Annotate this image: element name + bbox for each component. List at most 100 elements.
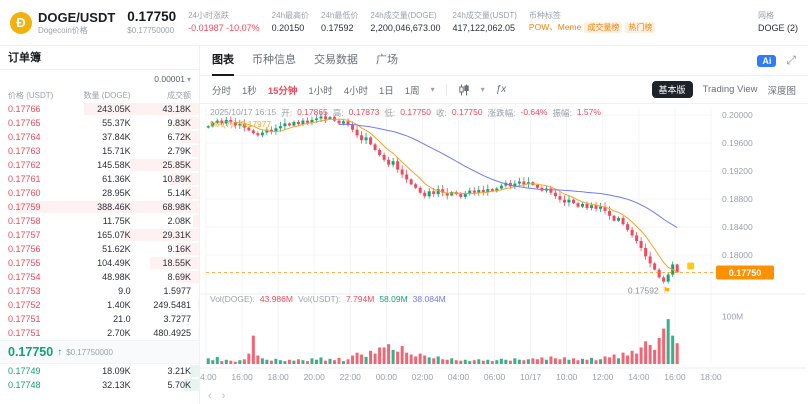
- volume-bar: [576, 360, 580, 364]
- amount-cell: 1.5977: [163, 286, 191, 296]
- candle-style-icon[interactable]: [458, 84, 470, 96]
- order-marker-icon[interactable]: [687, 262, 695, 270]
- candle-body: [423, 192, 427, 197]
- orderbook-row[interactable]: 0.17751 21.0 3.7277: [0, 312, 199, 326]
- volume-bar: [423, 355, 427, 364]
- candle-body: [427, 191, 431, 197]
- orderbook-row[interactable]: 0.17749 18.09K 3.21K: [0, 364, 199, 378]
- volume-bar: [657, 338, 661, 364]
- low-label: 低:: [384, 108, 396, 118]
- volume-bar: [323, 360, 327, 364]
- pair-title: DOGE/USDT: [38, 9, 116, 25]
- orderbook-row[interactable]: 0.17757 165.07K 29.31K: [0, 228, 199, 242]
- scroll-left-button[interactable]: ‹: [208, 390, 212, 402]
- candle-body: [387, 159, 391, 165]
- volume-bar: [229, 360, 233, 364]
- orderbook-row[interactable]: 0.17751 2.70K 480.4925: [0, 326, 199, 340]
- depth-bar: [190, 365, 199, 377]
- orderbook-row[interactable]: 0.17762 145.58K 25.85K: [0, 158, 199, 172]
- tag-link[interactable]: Meme: [557, 22, 582, 33]
- chart-tabs: 图表 币种信息 交易数据 广场 Ai ⤢: [200, 46, 808, 76]
- orderbook-row[interactable]: 0.17766 243.05K 43.18K: [0, 102, 199, 116]
- timeframe-button[interactable]: 15分钟: [267, 85, 298, 97]
- flag-icon[interactable]: ⚑: [663, 286, 671, 296]
- orderbook-row[interactable]: 0.17748 32.13K 5.70K: [0, 378, 199, 392]
- qty-cell: 55.37K: [102, 118, 131, 128]
- x-axis-label: 16:00: [664, 372, 686, 382]
- volume-bar: [414, 356, 418, 364]
- orderbook-row[interactable]: 0.17765 55.37K 9.83K: [0, 116, 199, 130]
- orderbook-row[interactable]: 0.17755 104.49K 18.55K: [0, 256, 199, 270]
- orderbook-row[interactable]: 0.17760 28.95K 5.14K: [0, 186, 199, 200]
- x-axis-label: 00:00: [376, 372, 398, 382]
- volume-bar: [508, 360, 512, 364]
- orderbook-row[interactable]: 0.17756 51.62K 9.16K: [0, 242, 199, 256]
- chart-tab[interactable]: 图表: [212, 46, 234, 76]
- orderbook-row[interactable]: 0.17754 48.98K 8.69K: [0, 270, 199, 284]
- tag-chip[interactable]: 热门榜: [625, 22, 656, 34]
- view-button[interactable]: Trading View: [702, 84, 758, 95]
- candle-body: [418, 187, 422, 193]
- candle-body: [378, 150, 382, 155]
- volume-bar: [675, 343, 679, 364]
- volume-bar: [355, 352, 359, 364]
- orderbook-row[interactable]: 0.17753 9.0 1.5977: [0, 284, 199, 298]
- amount-cell: 68.98K: [162, 202, 191, 212]
- ma7-label: MA(7):: [210, 119, 236, 129]
- volume-bar: [450, 358, 454, 364]
- view-button[interactable]: 深度图: [767, 85, 796, 97]
- qty-cell: 37.84K: [102, 132, 131, 142]
- volume-bar: [301, 360, 305, 364]
- orderbook-row[interactable]: 0.17752 1.40K 249.5481: [0, 298, 199, 312]
- qty-cell: 9.0: [118, 286, 131, 296]
- fullscreen-icon[interactable]: ⤢: [786, 53, 796, 67]
- y-axis-label: 0.18400: [722, 222, 753, 232]
- volume-bar: [612, 354, 616, 364]
- chart-tab[interactable]: 币种信息: [252, 53, 296, 66]
- timeframe-button[interactable]: 1小时: [308, 85, 333, 97]
- tag-chip[interactable]: 成交量榜: [584, 22, 623, 34]
- depth-bar: [121, 229, 199, 241]
- chart-tab[interactable]: 广场: [376, 53, 398, 66]
- candle-body: [229, 119, 233, 122]
- volume-bar: [472, 360, 476, 364]
- timeframe-button[interactable]: 4小时: [343, 85, 368, 97]
- view-button[interactable]: 基本版: [651, 81, 693, 98]
- volume-bar: [373, 353, 377, 364]
- indicator-icon[interactable]: ƒx: [495, 84, 507, 95]
- ai-button[interactable]: Ai: [757, 54, 777, 67]
- x-axis-label: 02:00: [412, 372, 434, 382]
- orderbook-mid-price[interactable]: 0.17750 ↑ $0.17750000: [0, 340, 199, 364]
- orderbook-row[interactable]: 0.17763 15.71K 2.79K: [0, 144, 199, 158]
- volume-bar: [666, 319, 670, 364]
- candle-body: [436, 189, 440, 195]
- candle-body: [283, 123, 287, 127]
- candle-body: [639, 241, 643, 248]
- tag-link[interactable]: POW: [528, 22, 550, 33]
- candle-body: [346, 121, 350, 125]
- main-split: 订单簿 0.00001 ▾ 价格 (USDT) 数量 (DOGE) 成交额 0.…: [0, 46, 808, 404]
- chart-tab[interactable]: 交易数据: [314, 53, 358, 66]
- timeframe-button[interactable]: 1秒: [242, 85, 257, 97]
- candle-body: [369, 137, 373, 145]
- timeframe-button[interactable]: 1日: [378, 85, 394, 97]
- more-intervals-icon[interactable]: ▾: [430, 85, 435, 94]
- grid-label: 网格: [757, 11, 774, 21]
- candle-style-caret-icon[interactable]: ▾: [480, 85, 485, 94]
- orderbook-row[interactable]: 0.17758 11.75K 2.08K: [0, 214, 199, 228]
- orderbook-row[interactable]: 0.17764 37.84K 6.72K: [0, 130, 199, 144]
- timeframe-button[interactable]: 分时: [212, 85, 232, 97]
- scroll-right-button[interactable]: ›: [221, 390, 226, 402]
- stat-label: 24h成交量(USDT): [452, 11, 517, 21]
- orderbook-row[interactable]: 0.17759 388.46K 68.98K: [0, 200, 199, 214]
- price-cell: 0.17758: [8, 216, 41, 226]
- header: Ð DOGE/USDT Dogecoin价格 0.17750 $0.177500…: [0, 0, 808, 46]
- timeframe-button[interactable]: 1周: [404, 85, 420, 97]
- orderbook-row[interactable]: 0.17761 61.36K 10.89K: [0, 172, 199, 186]
- candle-body: [517, 181, 521, 184]
- precision-select[interactable]: 0.00001 ▾: [0, 70, 199, 88]
- candle-body: [630, 229, 634, 236]
- grid-value[interactable]: DOGE (2): [757, 22, 798, 33]
- stat-label: 24h最低价: [321, 11, 359, 21]
- candlestick-chart[interactable]: 14:00 16:00 18:00 20:00 22:00 00:00 02:00 04:00…: [200, 104, 806, 384]
